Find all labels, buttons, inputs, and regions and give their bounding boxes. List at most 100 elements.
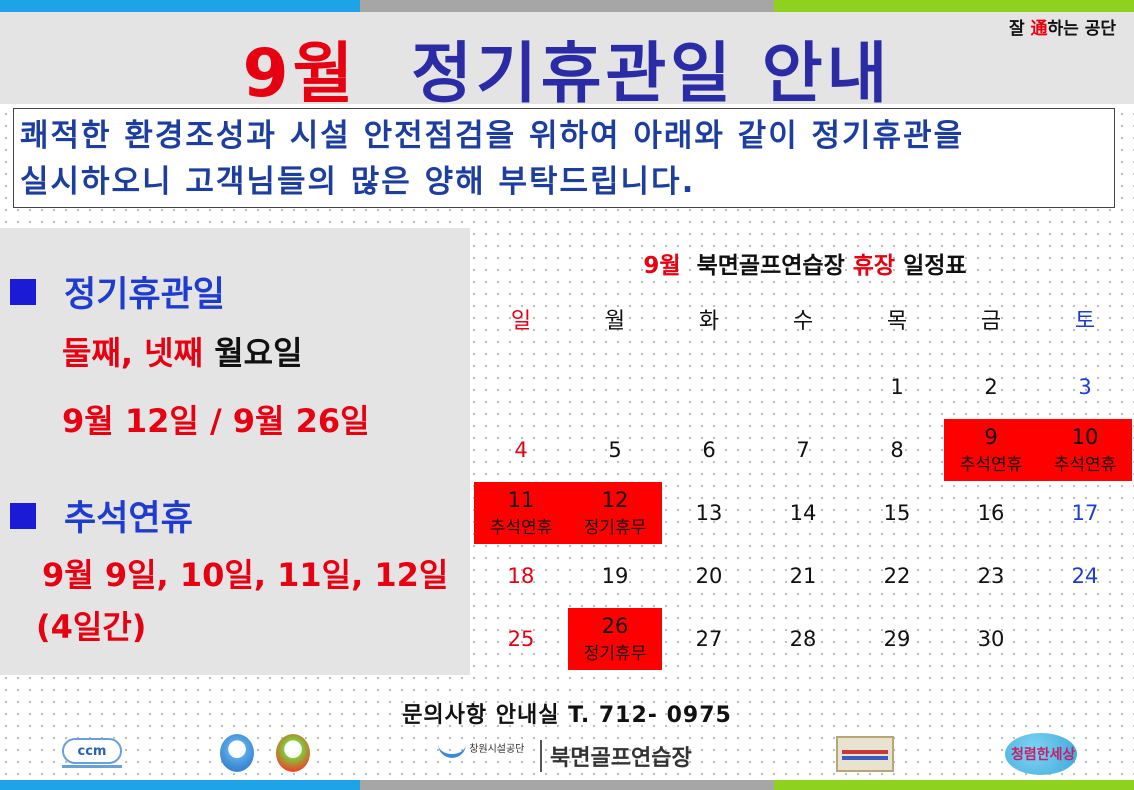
day-note: 추석연휴 [959,455,1023,475]
day-number: 17 [1071,501,1099,525]
day-number: 3 [1078,375,1092,399]
calendar-day [568,356,662,418]
calendar-day-closed: 26 정기휴무 [568,608,662,670]
day-note: 추석연휴 [489,518,553,538]
calendar-day: 24 [1038,545,1132,607]
top-color-bar [0,0,1134,12]
day-number: 25 [507,627,535,651]
calendar-day: 29 [850,608,944,670]
calendar-day: 15 [850,482,944,544]
calendar-day-closed: 11 추석연휴 [474,482,568,544]
day-number: 29 [883,627,911,651]
info-panel: 정기휴관일 둘째, 넷째 월요일 9월 12일 / 9월 26일 추석연휴 9월… [0,228,470,675]
corporation-logo: 창원시설공단 [438,740,548,766]
title-band [0,12,1134,104]
calendar-day: 1 [850,356,944,418]
calendar-day: 22 [850,545,944,607]
day-number: 10 [1071,425,1099,449]
clean-world-logo: 청렴한세상 [1005,733,1077,775]
day-number: 24 [1071,564,1099,588]
calendar-day: 7 [756,419,850,481]
ccm-logo: ccm [62,738,122,764]
day-number: 1 [890,375,904,399]
weekday-header: 일 [510,309,532,334]
calendar-day: 8 [850,419,944,481]
day-number: 16 [977,501,1005,525]
calendar-day: 21 [756,545,850,607]
day-number: 21 [789,564,817,588]
day-number: 12 [601,488,629,512]
calendar-day-closed: 12 정기휴무 [568,482,662,544]
calendar-day: 6 [662,419,756,481]
weekday-header: 화 [698,309,720,334]
mascot-green-icon [276,734,310,772]
weekday-header: 수 [792,309,814,334]
calendar-day: 5 [568,419,662,481]
day-number: 27 [695,627,723,651]
day-number: 23 [977,564,1005,588]
day-number: 6 [702,438,716,462]
page-title: 9월 정기휴관일 안내 [0,20,1134,116]
regular-closure-dates: 9월 12일 / 9월 26일 [62,402,370,440]
day-number: 28 [789,627,817,651]
golf-range-name: 북면골프연습장 [540,740,692,772]
calendar-day: 18 [474,545,568,607]
calendar-day: 17 [1038,482,1132,544]
title-text: 정기휴관일 안내 [411,35,892,112]
day-number: 20 [695,564,723,588]
calendar-day: 13 [662,482,756,544]
day-note: 정기휴무 [583,518,647,538]
calendar-day: 30 [944,608,1038,670]
day-number: 26 [601,614,629,638]
calendar-title: 9월 북면골프연습장 휴장 일정표 [643,253,967,279]
weekday-header: 월 [604,309,626,334]
calendar-day: 25 [474,608,568,670]
contact-info: 문의사항 안내실 T. 712- 0975 [402,703,732,728]
calendar-day-closed: 10 추석연휴 [1038,419,1132,481]
intro-line-1: 쾌적한 환경조성과 시설 안전점검을 위하여 아래와 같이 정기휴관을 [20,118,965,154]
calendar-day: 27 [662,608,756,670]
calendar-day [756,356,850,418]
day-number: 9 [984,425,998,449]
day-number: 13 [695,501,723,525]
intro-line-2: 실시하오니 고객님들의 많은 양해 부탁드립니다. [20,164,696,200]
calendar-day: 23 [944,545,1038,607]
calendar-day [662,356,756,418]
regular-closure-heading: 정기휴관일 [10,266,225,317]
ccm-logo-underline [62,765,122,768]
calendar-day: 2 [944,356,1038,418]
day-note: 정기휴무 [583,644,647,664]
day-number: 14 [789,501,817,525]
day-number: 22 [883,564,911,588]
calendar-day: 4 [474,419,568,481]
weekday-header: 토 [1074,309,1096,334]
day-number: 2 [984,375,998,399]
day-number: 11 [507,488,535,512]
slogan: 잘 通하는 공단 [1008,19,1116,39]
chuseok-duration: (4일간) [36,608,147,646]
square-bullet-icon [10,279,36,305]
day-number: 30 [977,627,1005,651]
swoosh-icon [438,740,466,758]
calendar-day: 14 [756,482,850,544]
calendar-day-closed: 9 추석연휴 [944,419,1038,481]
calendar-day [1038,608,1132,670]
day-number: 4 [514,438,528,462]
calendar-day: 16 [944,482,1038,544]
chuseok-dates: 9월 9일, 10일, 11일, 12일 [42,556,449,594]
day-number: 8 [890,438,904,462]
weekday-header: 금 [980,309,1002,334]
calendar-day [474,356,568,418]
title-month: 9월 [242,35,358,112]
intro-box: 쾌적한 환경조성과 시설 안전점검을 위하여 아래와 같이 정기휴관을 실시하오… [13,108,1115,208]
chuseok-heading: 추석연휴 [10,490,193,541]
day-number: 18 [507,564,535,588]
calendar-day: 19 [568,545,662,607]
weekday-header: 목 [886,309,908,334]
day-note: 추석연휴 [1053,455,1117,475]
day-number: 19 [601,564,629,588]
calendar-day: 28 [756,608,850,670]
day-number: 5 [608,438,622,462]
bottom-color-bar [0,780,1134,790]
day-number: 7 [796,438,810,462]
